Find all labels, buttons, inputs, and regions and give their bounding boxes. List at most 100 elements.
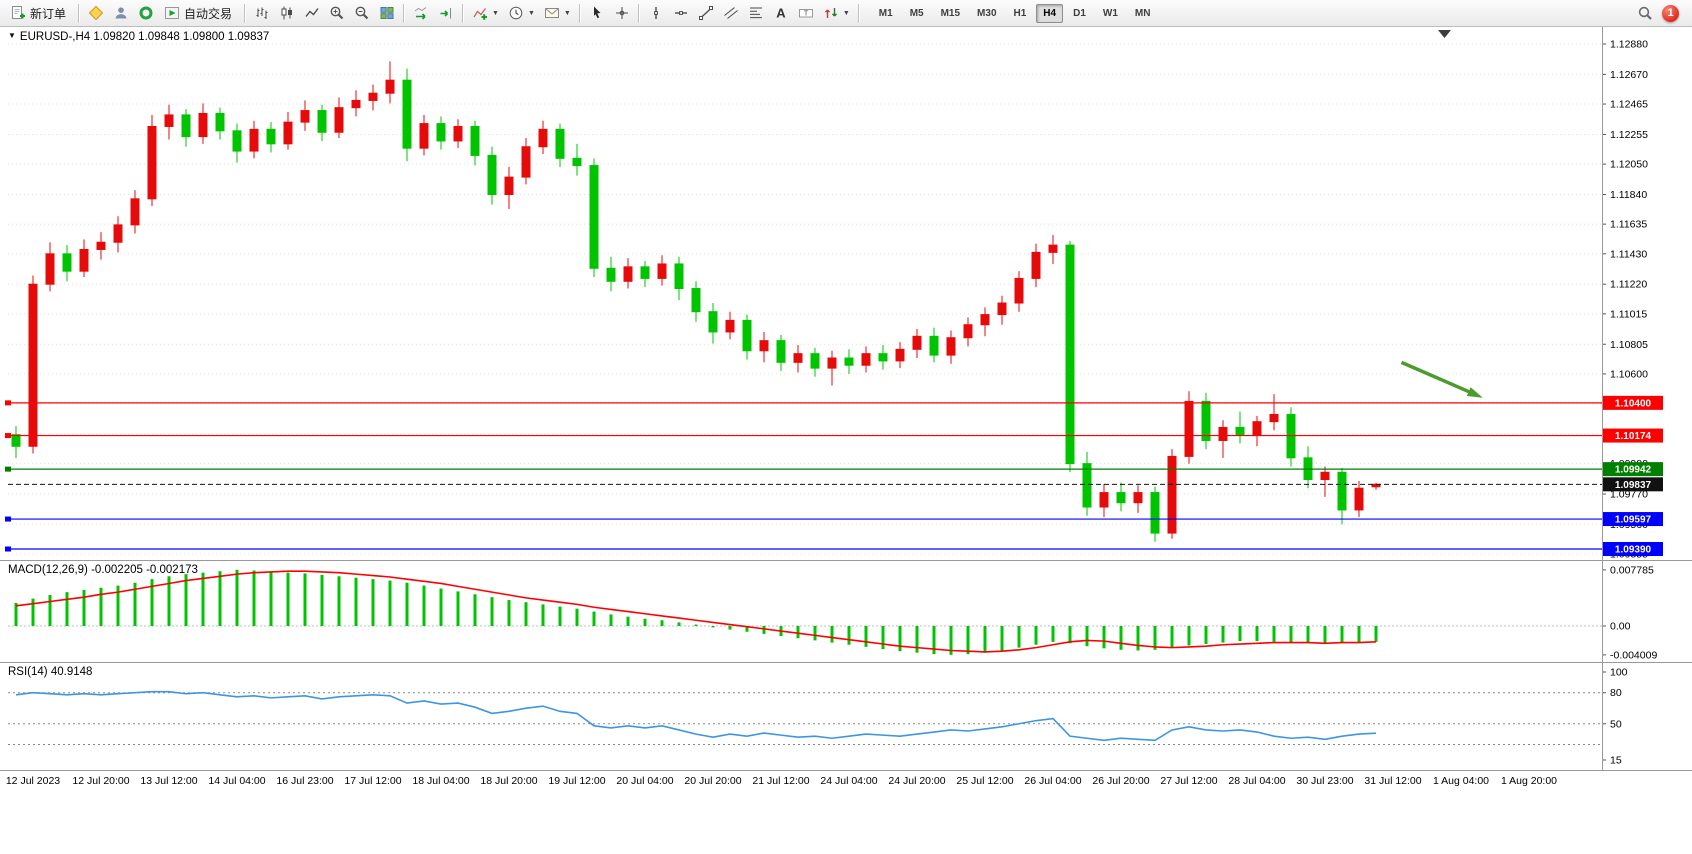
svg-text:20 Jul 04:00: 20 Jul 04:00 (616, 775, 673, 787)
fibonacci-button[interactable] (744, 2, 768, 25)
chevron-down-icon: ▼ (842, 9, 850, 17)
autotrading-button[interactable]: 自动交易 (159, 2, 240, 25)
arrows-icon (824, 8, 837, 18)
one-click-trading-toggle[interactable]: ▼ (8, 31, 16, 40)
search-button[interactable] (1633, 2, 1657, 25)
line-chart-button[interactable] (300, 2, 324, 25)
rsi-panel: 100 80 50 15 (8, 667, 1628, 766)
arrows-button[interactable]: ▼ (819, 2, 854, 25)
svg-text:-0.004009: -0.004009 (1610, 649, 1657, 661)
profile-button[interactable] (109, 2, 133, 25)
svg-text:1.12465: 1.12465 (1610, 99, 1648, 111)
autotrading-icon (165, 7, 180, 19)
metaeditor-button[interactable] (84, 2, 108, 25)
text-button[interactable]: A (769, 2, 793, 25)
support-button[interactable] (134, 2, 158, 25)
time-axis[interactable]: 12 Jul 2023 12 Jul 20:00 13 Jul 12:00 14 Ju… (6, 775, 1557, 787)
candlestick-chart-icon (281, 6, 293, 20)
rsi-value: 40.9148 (50, 666, 93, 678)
svg-text:1.10600: 1.10600 (1610, 368, 1648, 380)
svg-text:26 Jul 04:00: 26 Jul 04:00 (1024, 775, 1081, 787)
text-label-button[interactable]: T (794, 2, 818, 25)
resistance-line-2[interactable]: 1.10174 (5, 428, 1663, 443)
svg-text:1.11635: 1.11635 (1610, 219, 1647, 231)
chart-title: EURUSD-,H4 1.09820 1.09848 1.09800 1.098… (19, 31, 270, 43)
chart-shift-button[interactable] (434, 2, 458, 25)
macd-title: MACD(12,26,9) (8, 564, 88, 576)
support-line-blue-1[interactable]: 1.09597 (5, 512, 1663, 527)
svg-text:0.007785: 0.007785 (1610, 564, 1654, 576)
zoom-in-icon (330, 6, 344, 20)
svg-text:1.09390: 1.09390 (1615, 545, 1652, 556)
svg-text:28 Jul 04:00: 28 Jul 04:00 (1228, 775, 1285, 787)
svg-text:18 Jul 20:00: 18 Jul 20:00 (480, 775, 537, 787)
resistance-line-1[interactable]: 1.10400 (5, 395, 1663, 410)
svg-text:1.10805: 1.10805 (1610, 339, 1648, 351)
indicators-button[interactable]: ▼ (468, 2, 503, 25)
timeframe-button-d1[interactable]: D1 (1073, 7, 1086, 19)
vertical-line-button[interactable] (644, 2, 668, 25)
bar-chart-icon (256, 7, 268, 19)
metaeditor-icon (88, 5, 104, 21)
timeframe-button-mn[interactable]: MN (1134, 7, 1151, 19)
svg-text:0.00: 0.00 (1610, 621, 1631, 633)
svg-text:26 Jul 20:00: 26 Jul 20:00 (1092, 775, 1149, 787)
timeframe-button-m5[interactable]: M5 (909, 7, 924, 19)
equidistant-channel-icon (724, 7, 738, 19)
bar-chart-button[interactable] (250, 2, 274, 25)
support-line-blue-2[interactable]: 1.09390 (5, 542, 1663, 557)
chart-title-bar: ▼ EURUSD-,H4 1.09820 1.09848 1.09800 1.09… (8, 31, 269, 43)
cursor-button[interactable] (585, 2, 609, 25)
zoom-out-button[interactable] (350, 2, 374, 25)
new-order-icon (12, 6, 25, 19)
auto-scroll-button[interactable] (409, 2, 433, 25)
toolbar-separator (857, 3, 860, 23)
toolbar-separator (578, 3, 581, 23)
svg-text:1.11015: 1.11015 (1610, 308, 1647, 320)
timeframe-button-w1[interactable]: W1 (1102, 7, 1118, 19)
arrow-annotation[interactable] (1400, 360, 1483, 398)
crosshair-button[interactable] (610, 2, 634, 25)
templates-button[interactable]: ▼ (540, 2, 575, 25)
candlestick-chart-button[interactable] (275, 2, 299, 25)
timeframe-button-m15[interactable]: M15 (940, 7, 961, 19)
main-toolbar: 新订单 自动交易 (0, 0, 1692, 27)
notification-badge[interactable]: 1 (1662, 4, 1679, 22)
profile-icon (115, 7, 127, 19)
timeframe-button-h1[interactable]: H1 (1013, 7, 1027, 19)
svg-text:100: 100 (1610, 667, 1628, 679)
tile-windows-button[interactable] (375, 2, 399, 25)
bid-price-line[interactable]: 1.09837 (8, 477, 1663, 492)
fibonacci-icon (749, 7, 762, 19)
svg-text:1.09770: 1.09770 (1610, 489, 1648, 501)
timeframe-button-m30[interactable]: M30 (977, 7, 997, 19)
svg-text:1.09837: 1.09837 (1615, 480, 1652, 491)
text-icon: A (776, 6, 786, 21)
svg-text:24 Jul 04:00: 24 Jul 04:00 (820, 775, 877, 787)
zoom-in-button[interactable] (325, 2, 349, 25)
horizontal-line-button[interactable] (669, 2, 693, 25)
periods-icon (509, 6, 523, 20)
svg-text:1.11840: 1.11840 (1610, 189, 1647, 201)
svg-text:12 Jul 2023: 12 Jul 2023 (6, 775, 60, 787)
trendline-button[interactable] (694, 2, 718, 25)
support-line-green[interactable]: 1.09942 (5, 462, 1663, 477)
templates-icon (544, 8, 559, 18)
equidistant-channel-button[interactable] (719, 2, 743, 25)
horizontal-line-icon (674, 11, 687, 15)
chart-shift-marker[interactable] (1438, 30, 1451, 38)
timeframe-button-m1[interactable]: M1 (878, 7, 893, 19)
periods-button[interactable]: ▼ (504, 2, 539, 25)
svg-text:1 Aug 04:00: 1 Aug 04:00 (1433, 775, 1489, 787)
svg-text:1.10400: 1.10400 (1615, 398, 1652, 409)
macd-panel: 0.007785 0.00 -0.004009 (8, 564, 1657, 661)
new-order-button[interactable]: 新订单 (5, 2, 74, 25)
indicators-icon (473, 8, 488, 20)
svg-text:1.12670: 1.12670 (1610, 69, 1648, 81)
svg-text:17 Jul 12:00: 17 Jul 12:00 (344, 775, 401, 787)
timeframe-button-h4[interactable]: H4 (1036, 3, 1064, 23)
svg-text:19 Jul 12:00: 19 Jul 12:00 (548, 775, 605, 787)
svg-text:13 Jul 12:00: 13 Jul 12:00 (140, 775, 197, 787)
svg-text:18 Jul 04:00: 18 Jul 04:00 (412, 775, 469, 787)
